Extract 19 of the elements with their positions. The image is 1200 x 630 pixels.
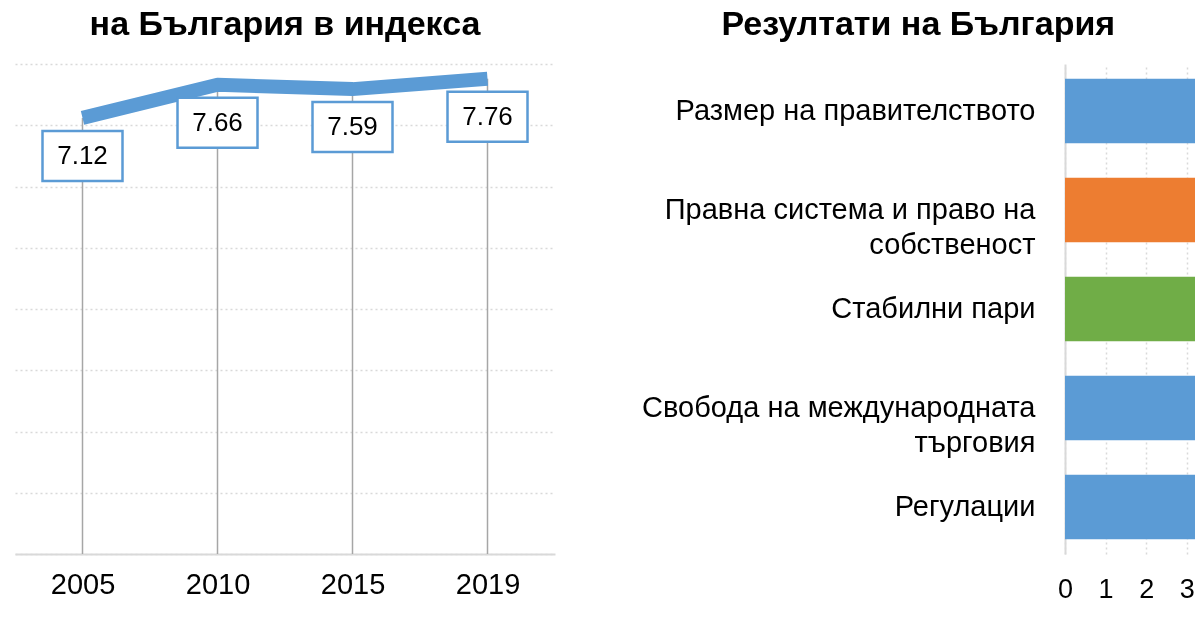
x-tick-label: 2010 [185, 567, 251, 600]
y-tick-label: Свобода на международната търговия [642, 390, 1037, 458]
chart-title: Резултати на България [721, 4, 1116, 42]
data-label: 7.66 [192, 106, 243, 137]
y-tick-label: Правна система и право на собственост [664, 193, 1037, 261]
chart-title: на България в индекса [89, 4, 482, 42]
x-tick-label: 0 [1057, 573, 1074, 604]
x-tick-label: 2019 [455, 567, 521, 600]
x-tick-label: 2005 [50, 567, 116, 600]
data-label: 7.76 [462, 100, 513, 131]
x-tick-label: 2 [1139, 573, 1155, 604]
data-label: 7.12 [57, 139, 108, 170]
x-tick-label: 2015 [320, 567, 386, 600]
y-tick-label: Регулации [894, 489, 1036, 522]
y-tick-label: Стабилни пари [831, 292, 1036, 324]
data-label: 7.59 [327, 111, 378, 142]
x-tick-label: 1 [1098, 573, 1114, 604]
x-tick-label: 3 [1179, 573, 1195, 604]
y-tick-label: Размер на правителството [675, 94, 1036, 127]
